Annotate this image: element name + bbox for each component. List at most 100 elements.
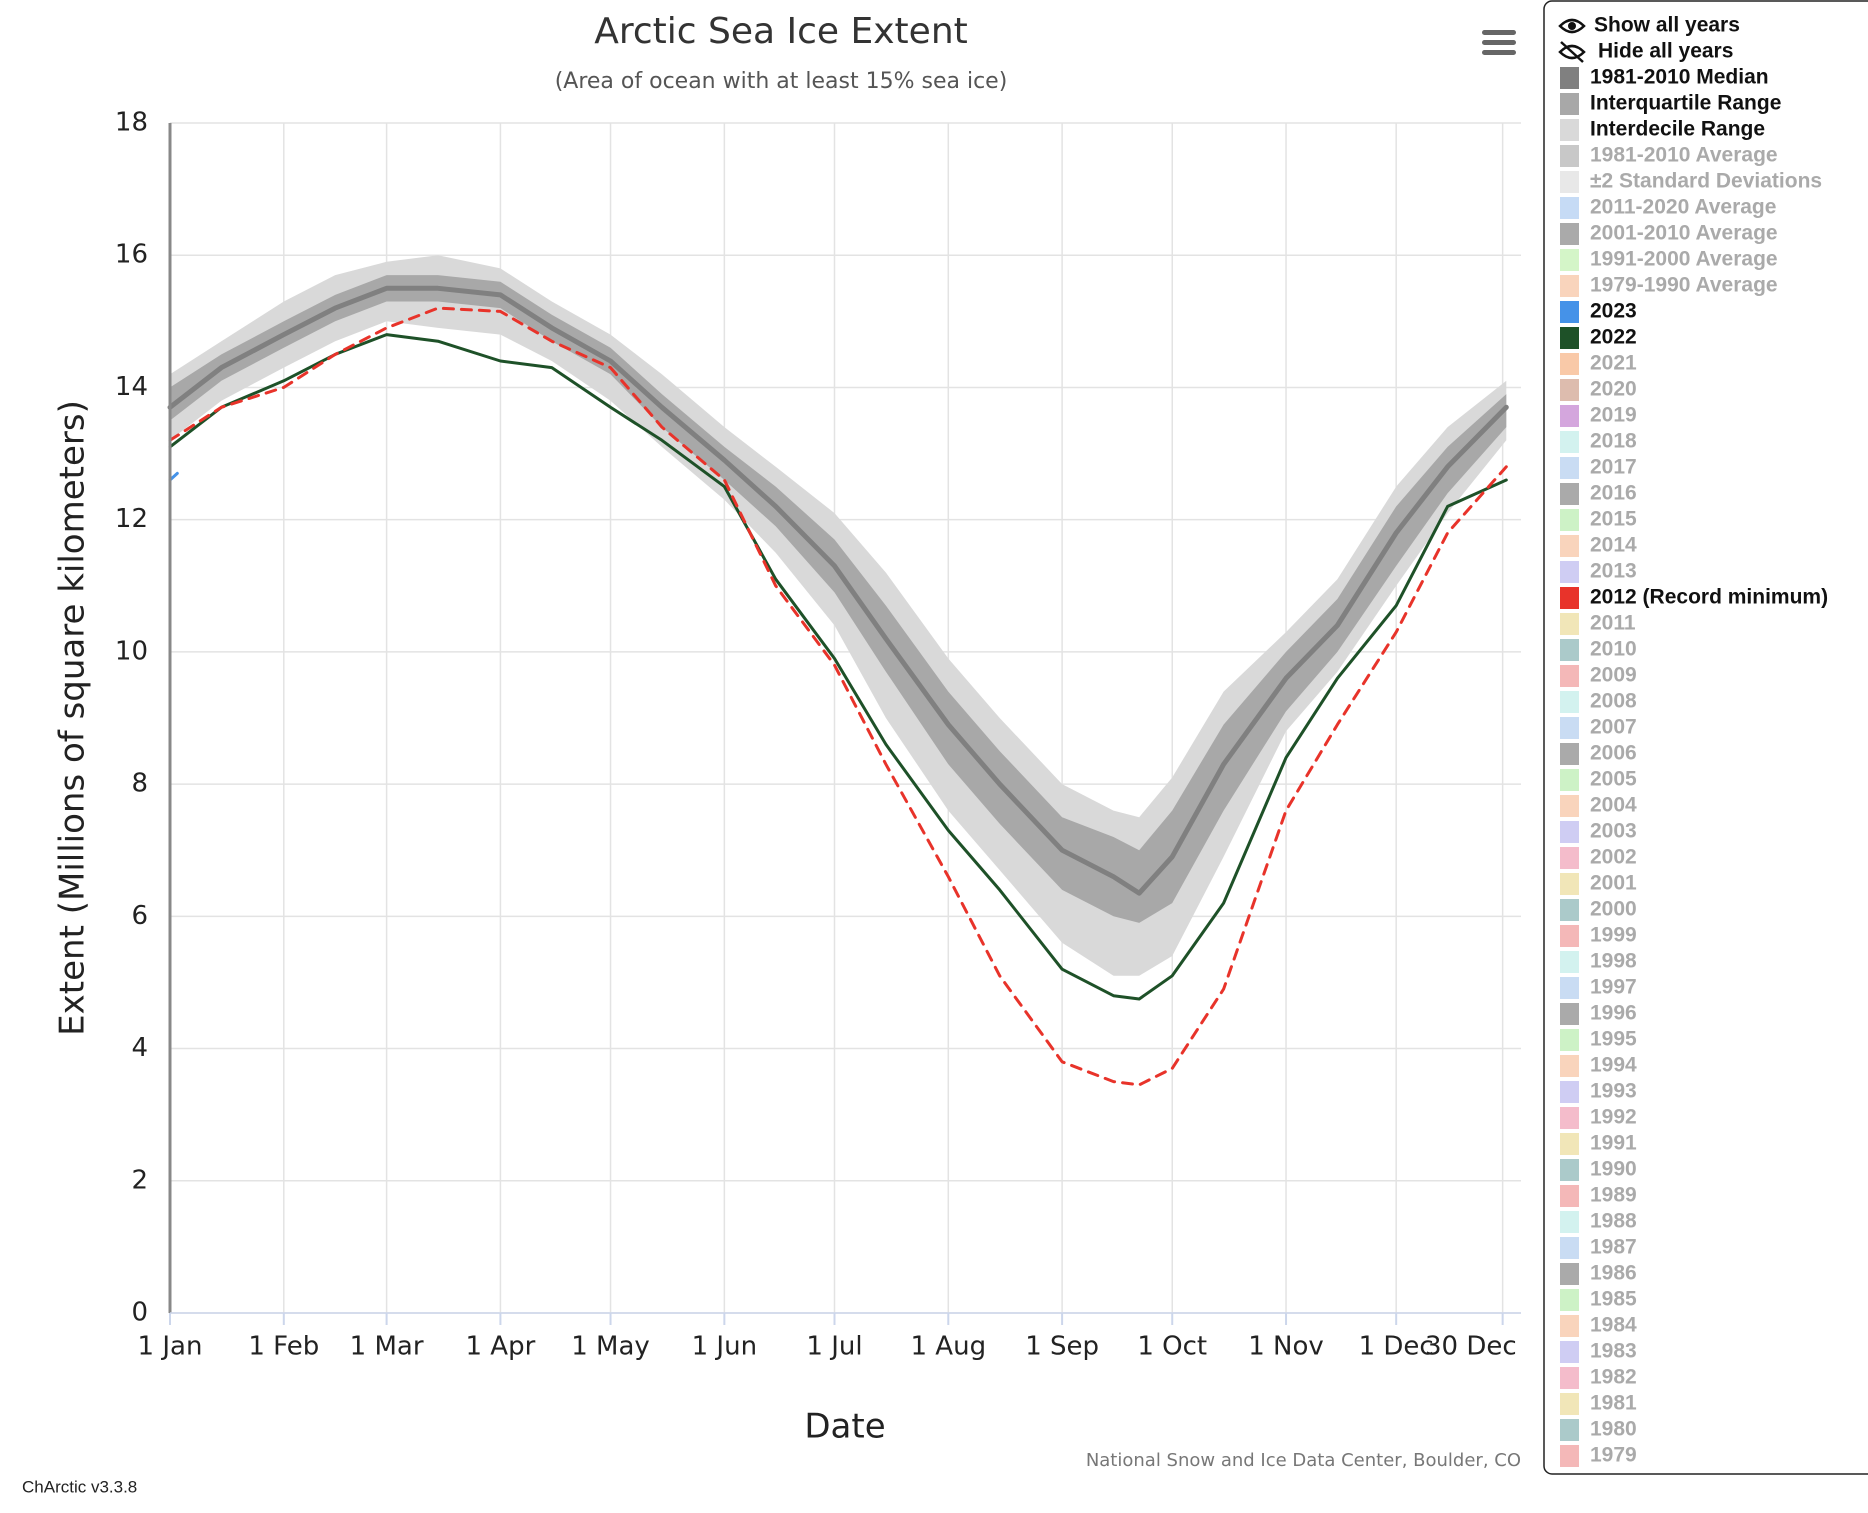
legend-label[interactable]: 2005 — [1590, 768, 1637, 791]
legend-label[interactable]: ±2 Standard Deviations — [1590, 170, 1822, 193]
legend-label[interactable]: Interquartile Range — [1590, 92, 1781, 115]
legend-item[interactable]: 2007 — [1560, 716, 1637, 739]
legend-item[interactable]: 1989 — [1560, 1184, 1637, 1207]
legend-label[interactable]: 2021 — [1590, 352, 1637, 375]
legend-item[interactable]: 1982 — [1560, 1366, 1637, 1389]
legend-item[interactable]: 2011 — [1560, 612, 1636, 635]
legend-item[interactable]: 1991-2000 Average — [1560, 248, 1778, 271]
legend-label[interactable]: 2019 — [1590, 404, 1637, 427]
legend-item[interactable]: 1997 — [1560, 976, 1637, 999]
legend-item[interactable]: 1984 — [1560, 1314, 1637, 1337]
legend-label[interactable]: 1994 — [1590, 1054, 1637, 1077]
hide-all-button[interactable]: Hide all years — [1558, 40, 1733, 63]
legend-item[interactable]: 2015 — [1560, 508, 1637, 531]
hide-all[interactable]: Hide all years — [1598, 40, 1733, 63]
legend-item[interactable]: 2010 — [1560, 638, 1637, 661]
show-all[interactable]: Show all years — [1594, 14, 1740, 37]
legend-item[interactable]: 2009 — [1560, 664, 1637, 687]
legend-item[interactable]: 2013 — [1560, 560, 1637, 583]
legend-label[interactable]: 1981-2010 Median — [1590, 66, 1769, 89]
legend-label[interactable]: 2010 — [1590, 638, 1637, 661]
legend-item[interactable]: 2023 — [1560, 300, 1637, 323]
legend-label[interactable]: 1983 — [1590, 1340, 1637, 1363]
legend-label[interactable]: 2006 — [1590, 742, 1637, 765]
legend-item[interactable]: 2022 — [1560, 326, 1637, 349]
legend-item[interactable]: 2003 — [1560, 820, 1637, 843]
legend-label[interactable]: 1980 — [1590, 1418, 1637, 1441]
legend-label[interactable]: 1981-2010 Average — [1590, 144, 1778, 167]
legend-label[interactable]: 1990 — [1590, 1158, 1637, 1181]
legend-item[interactable]: 2011-2020 Average — [1560, 196, 1776, 219]
legend-item[interactable]: 2019 — [1560, 404, 1637, 427]
legend-label[interactable]: 2011 — [1590, 612, 1636, 635]
legend-label[interactable]: 1993 — [1590, 1080, 1637, 1103]
legend-item[interactable]: 1994 — [1560, 1054, 1637, 1077]
legend-item[interactable]: 2021 — [1560, 352, 1637, 375]
legend-label[interactable]: Interdecile Range — [1590, 118, 1765, 141]
legend-label[interactable]: 1991-2000 Average — [1590, 248, 1778, 271]
legend-label[interactable]: 2009 — [1590, 664, 1637, 687]
legend-label[interactable]: 2014 — [1590, 534, 1637, 557]
legend-label[interactable]: 2016 — [1590, 482, 1637, 505]
legend-item[interactable]: 1998 — [1560, 950, 1637, 973]
legend-item[interactable]: 1979-1990 Average — [1560, 274, 1778, 297]
legend-label[interactable]: 1999 — [1590, 924, 1637, 947]
legend-label[interactable]: 1981 — [1590, 1392, 1637, 1415]
legend-item[interactable]: 2020 — [1560, 378, 1637, 401]
menu-button[interactable] — [1480, 27, 1518, 57]
legend-label[interactable]: 1995 — [1590, 1028, 1637, 1051]
legend-label[interactable]: 2012 (Record minimum) — [1590, 586, 1828, 609]
legend-label[interactable]: 1979 — [1590, 1444, 1637, 1467]
legend-item[interactable]: 2006 — [1560, 742, 1637, 765]
legend-item[interactable]: 1981-2010 Average — [1560, 144, 1778, 167]
legend-label[interactable]: 2000 — [1590, 898, 1637, 921]
legend-label[interactable]: 1986 — [1590, 1262, 1637, 1285]
legend-label[interactable]: 1988 — [1590, 1210, 1637, 1233]
legend-item[interactable]: 2016 — [1560, 482, 1637, 505]
legend-label[interactable]: 1982 — [1590, 1366, 1637, 1389]
legend-label[interactable]: 2011-2020 Average — [1590, 196, 1776, 219]
legend-item[interactable]: 2005 — [1560, 768, 1637, 791]
legend-item[interactable]: 2001-2010 Average — [1560, 222, 1778, 245]
legend-item[interactable]: 1985 — [1560, 1288, 1637, 1311]
legend-label[interactable]: 1996 — [1590, 1002, 1637, 1025]
legend-item[interactable]: ±2 Standard Deviations — [1560, 170, 1822, 193]
legend-label[interactable]: 1987 — [1590, 1236, 1637, 1259]
legend-item[interactable]: 2002 — [1560, 846, 1637, 869]
legend-item[interactable]: 2001 — [1560, 872, 1637, 895]
legend-label[interactable]: 2017 — [1590, 456, 1637, 479]
legend-item[interactable]: 1995 — [1560, 1028, 1637, 1051]
legend-label[interactable]: 2008 — [1590, 690, 1637, 713]
legend-label[interactable]: 2007 — [1590, 716, 1637, 739]
legend-item[interactable]: 1992 — [1560, 1106, 1637, 1129]
legend-label[interactable]: 2015 — [1590, 508, 1637, 531]
legend-item[interactable]: 1980 — [1560, 1418, 1637, 1441]
legend-label[interactable]: 2020 — [1590, 378, 1637, 401]
legend-item[interactable]: 1991 — [1560, 1132, 1637, 1155]
legend-item[interactable]: 1999 — [1560, 924, 1637, 947]
legend-item[interactable]: Interquartile Range — [1560, 92, 1781, 115]
legend-label[interactable]: 1989 — [1590, 1184, 1637, 1207]
legend-item[interactable]: 1981 — [1560, 1392, 1637, 1415]
legend-item[interactable]: 1986 — [1560, 1262, 1637, 1285]
legend-item[interactable]: 2000 — [1560, 898, 1637, 921]
legend-label[interactable]: 1998 — [1590, 950, 1637, 973]
legend-label[interactable]: 2001-2010 Average — [1590, 222, 1778, 245]
legend-label[interactable]: 1992 — [1590, 1106, 1637, 1129]
legend-label[interactable]: 2023 — [1590, 300, 1637, 323]
legend-label[interactable]: 2018 — [1590, 430, 1637, 453]
legend-label[interactable]: 2001 — [1590, 872, 1637, 895]
legend-item[interactable]: 2008 — [1560, 690, 1637, 713]
legend-item[interactable]: 1996 — [1560, 1002, 1637, 1025]
legend-label[interactable]: 1979-1990 Average — [1590, 274, 1778, 297]
legend-label[interactable]: 1997 — [1590, 976, 1637, 999]
legend-item[interactable]: 2014 — [1560, 534, 1637, 557]
legend-item[interactable]: 1979 — [1560, 1444, 1637, 1467]
show-all-button[interactable]: Show all years — [1558, 14, 1740, 37]
legend-item[interactable]: 1990 — [1560, 1158, 1637, 1181]
legend-label[interactable]: 2013 — [1590, 560, 1637, 583]
legend-label[interactable]: 2003 — [1590, 820, 1637, 843]
legend-item[interactable]: 2012 (Record minimum) — [1560, 586, 1828, 609]
legend-item[interactable]: 1993 — [1560, 1080, 1637, 1103]
legend-item[interactable]: 1987 — [1560, 1236, 1637, 1259]
